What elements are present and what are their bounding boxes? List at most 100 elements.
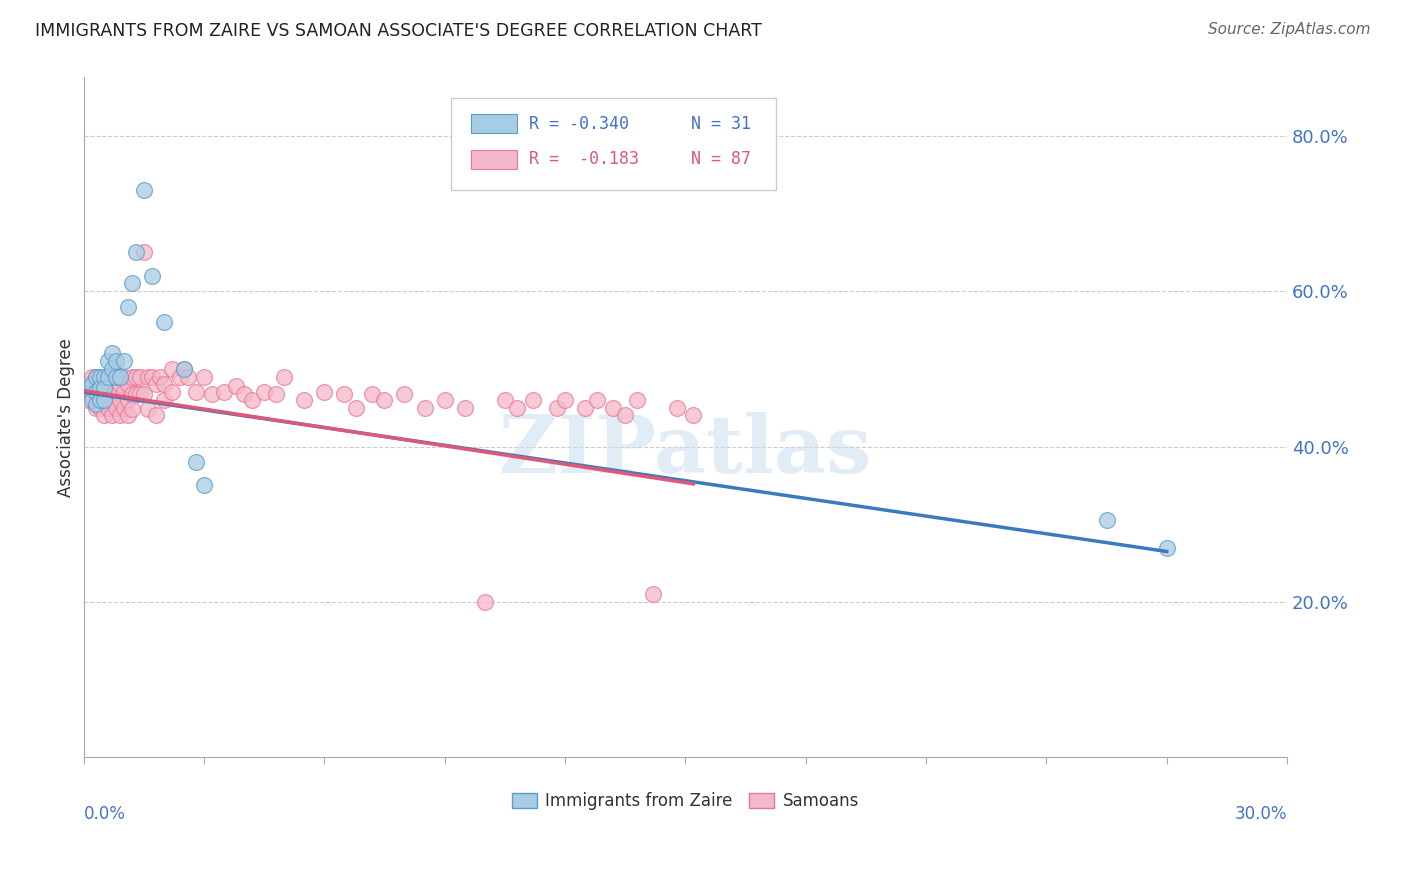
Point xyxy=(240,392,263,407)
Point xyxy=(108,409,131,423)
Point xyxy=(453,401,475,415)
Point xyxy=(89,381,111,395)
Point xyxy=(89,401,111,415)
Y-axis label: Associate's Degree: Associate's Degree xyxy=(58,338,75,497)
Point xyxy=(117,377,139,392)
Point xyxy=(394,386,416,401)
Point xyxy=(108,377,131,392)
Point xyxy=(112,369,135,384)
Point xyxy=(112,354,135,368)
Point xyxy=(169,369,191,384)
Point xyxy=(84,397,107,411)
Text: 30.0%: 30.0% xyxy=(1234,805,1286,823)
Point xyxy=(184,455,207,469)
Point xyxy=(413,401,436,415)
Point xyxy=(100,392,122,407)
Point xyxy=(128,386,150,401)
Point xyxy=(145,377,167,392)
FancyBboxPatch shape xyxy=(450,98,776,190)
Point xyxy=(104,385,127,400)
Point xyxy=(97,385,120,400)
Point xyxy=(124,369,146,384)
Point xyxy=(264,386,287,401)
Point xyxy=(373,392,395,407)
Point xyxy=(333,386,356,401)
Text: IMMIGRANTS FROM ZAIRE VS SAMOAN ASSOCIATE'S DEGREE CORRELATION CHART: IMMIGRANTS FROM ZAIRE VS SAMOAN ASSOCIAT… xyxy=(35,22,762,40)
Point xyxy=(84,401,107,415)
Point xyxy=(666,401,689,415)
Point xyxy=(1095,513,1118,527)
Point xyxy=(117,392,139,407)
Point xyxy=(160,362,183,376)
Point xyxy=(124,245,146,260)
Legend: Immigrants from Zaire, Samoans: Immigrants from Zaire, Samoans xyxy=(505,786,866,817)
Point xyxy=(117,300,139,314)
Point xyxy=(225,379,247,393)
Point xyxy=(132,386,155,401)
Point xyxy=(682,409,704,423)
Point xyxy=(433,392,456,407)
Text: N = 31: N = 31 xyxy=(692,115,751,133)
Point xyxy=(361,386,384,401)
Point xyxy=(89,392,111,407)
Point xyxy=(141,268,163,283)
Point xyxy=(522,392,544,407)
Point xyxy=(233,386,256,401)
Point xyxy=(173,362,195,376)
Point xyxy=(152,315,174,329)
Point xyxy=(253,385,276,400)
Point xyxy=(84,369,107,384)
Point xyxy=(93,409,115,423)
Point xyxy=(112,385,135,400)
Point xyxy=(93,369,115,384)
Point xyxy=(136,402,159,417)
Point xyxy=(104,369,127,384)
Point xyxy=(574,401,596,415)
Text: R = -0.340: R = -0.340 xyxy=(529,115,628,133)
Point xyxy=(76,381,98,395)
Point xyxy=(344,401,367,415)
FancyBboxPatch shape xyxy=(471,114,517,133)
Text: ZIPatlas: ZIPatlas xyxy=(499,412,872,491)
Point xyxy=(84,369,107,384)
Point xyxy=(201,386,224,401)
Point xyxy=(93,392,115,407)
Point xyxy=(586,392,609,407)
Point xyxy=(80,369,103,384)
Point xyxy=(212,385,235,400)
Point xyxy=(121,369,143,384)
Point xyxy=(124,386,146,401)
Point xyxy=(132,183,155,197)
Point xyxy=(100,362,122,376)
Point xyxy=(89,369,111,384)
Point xyxy=(104,369,127,384)
Point xyxy=(84,385,107,400)
Point xyxy=(145,409,167,423)
Point xyxy=(76,377,98,392)
Point xyxy=(494,392,516,407)
Point xyxy=(152,377,174,392)
Point xyxy=(100,346,122,360)
Point xyxy=(108,392,131,407)
Text: R =  -0.183: R = -0.183 xyxy=(529,150,638,168)
Point xyxy=(626,392,648,407)
Point xyxy=(141,369,163,384)
Point xyxy=(121,277,143,291)
Point xyxy=(80,389,103,403)
Point xyxy=(89,369,111,384)
Point xyxy=(152,392,174,407)
Point xyxy=(160,385,183,400)
Point xyxy=(292,392,315,407)
Point xyxy=(121,402,143,417)
Point xyxy=(100,377,122,392)
Point xyxy=(117,409,139,423)
Point xyxy=(193,478,215,492)
Point xyxy=(108,369,131,384)
Point xyxy=(474,595,496,609)
Point xyxy=(112,401,135,415)
Point xyxy=(89,385,111,400)
Point xyxy=(314,385,336,400)
Point xyxy=(104,401,127,415)
Text: Source: ZipAtlas.com: Source: ZipAtlas.com xyxy=(1208,22,1371,37)
Point xyxy=(193,369,215,384)
